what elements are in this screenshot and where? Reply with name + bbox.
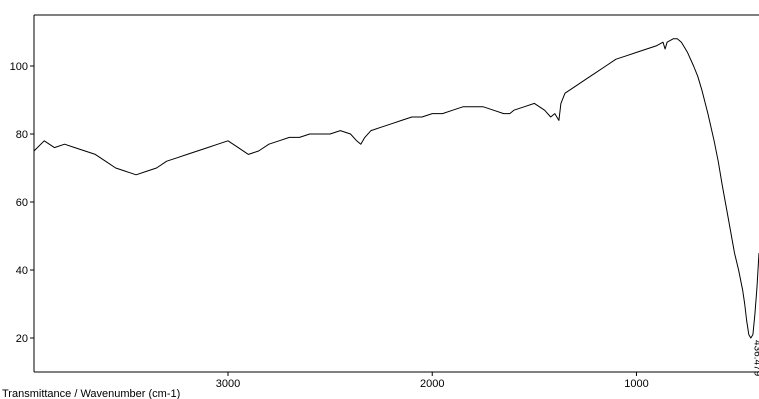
x-axis: 3000 2000 1000	[216, 372, 649, 390]
series-group	[33, 38, 759, 339]
peak-label: 436.479	[752, 340, 759, 377]
y-axis: 20 40 60 80 100	[10, 61, 34, 345]
x-tick-label: 3000	[216, 378, 240, 390]
x-tick-label: 1000	[624, 378, 648, 390]
plot-frame	[33, 14, 759, 373]
annotation-group: 436.479	[752, 340, 759, 377]
y-tick-label: 20	[16, 333, 28, 345]
x-tick-label: 2000	[420, 378, 444, 390]
y-tick-label: 100	[10, 61, 28, 73]
x-axis-title: Transmittance / Wavenumber (cm-1)	[2, 388, 180, 399]
spectrum-line	[33, 38, 759, 339]
y-tick-label: 40	[16, 265, 28, 277]
y-tick-label: 80	[16, 129, 28, 141]
y-tick-label: 60	[16, 197, 28, 209]
